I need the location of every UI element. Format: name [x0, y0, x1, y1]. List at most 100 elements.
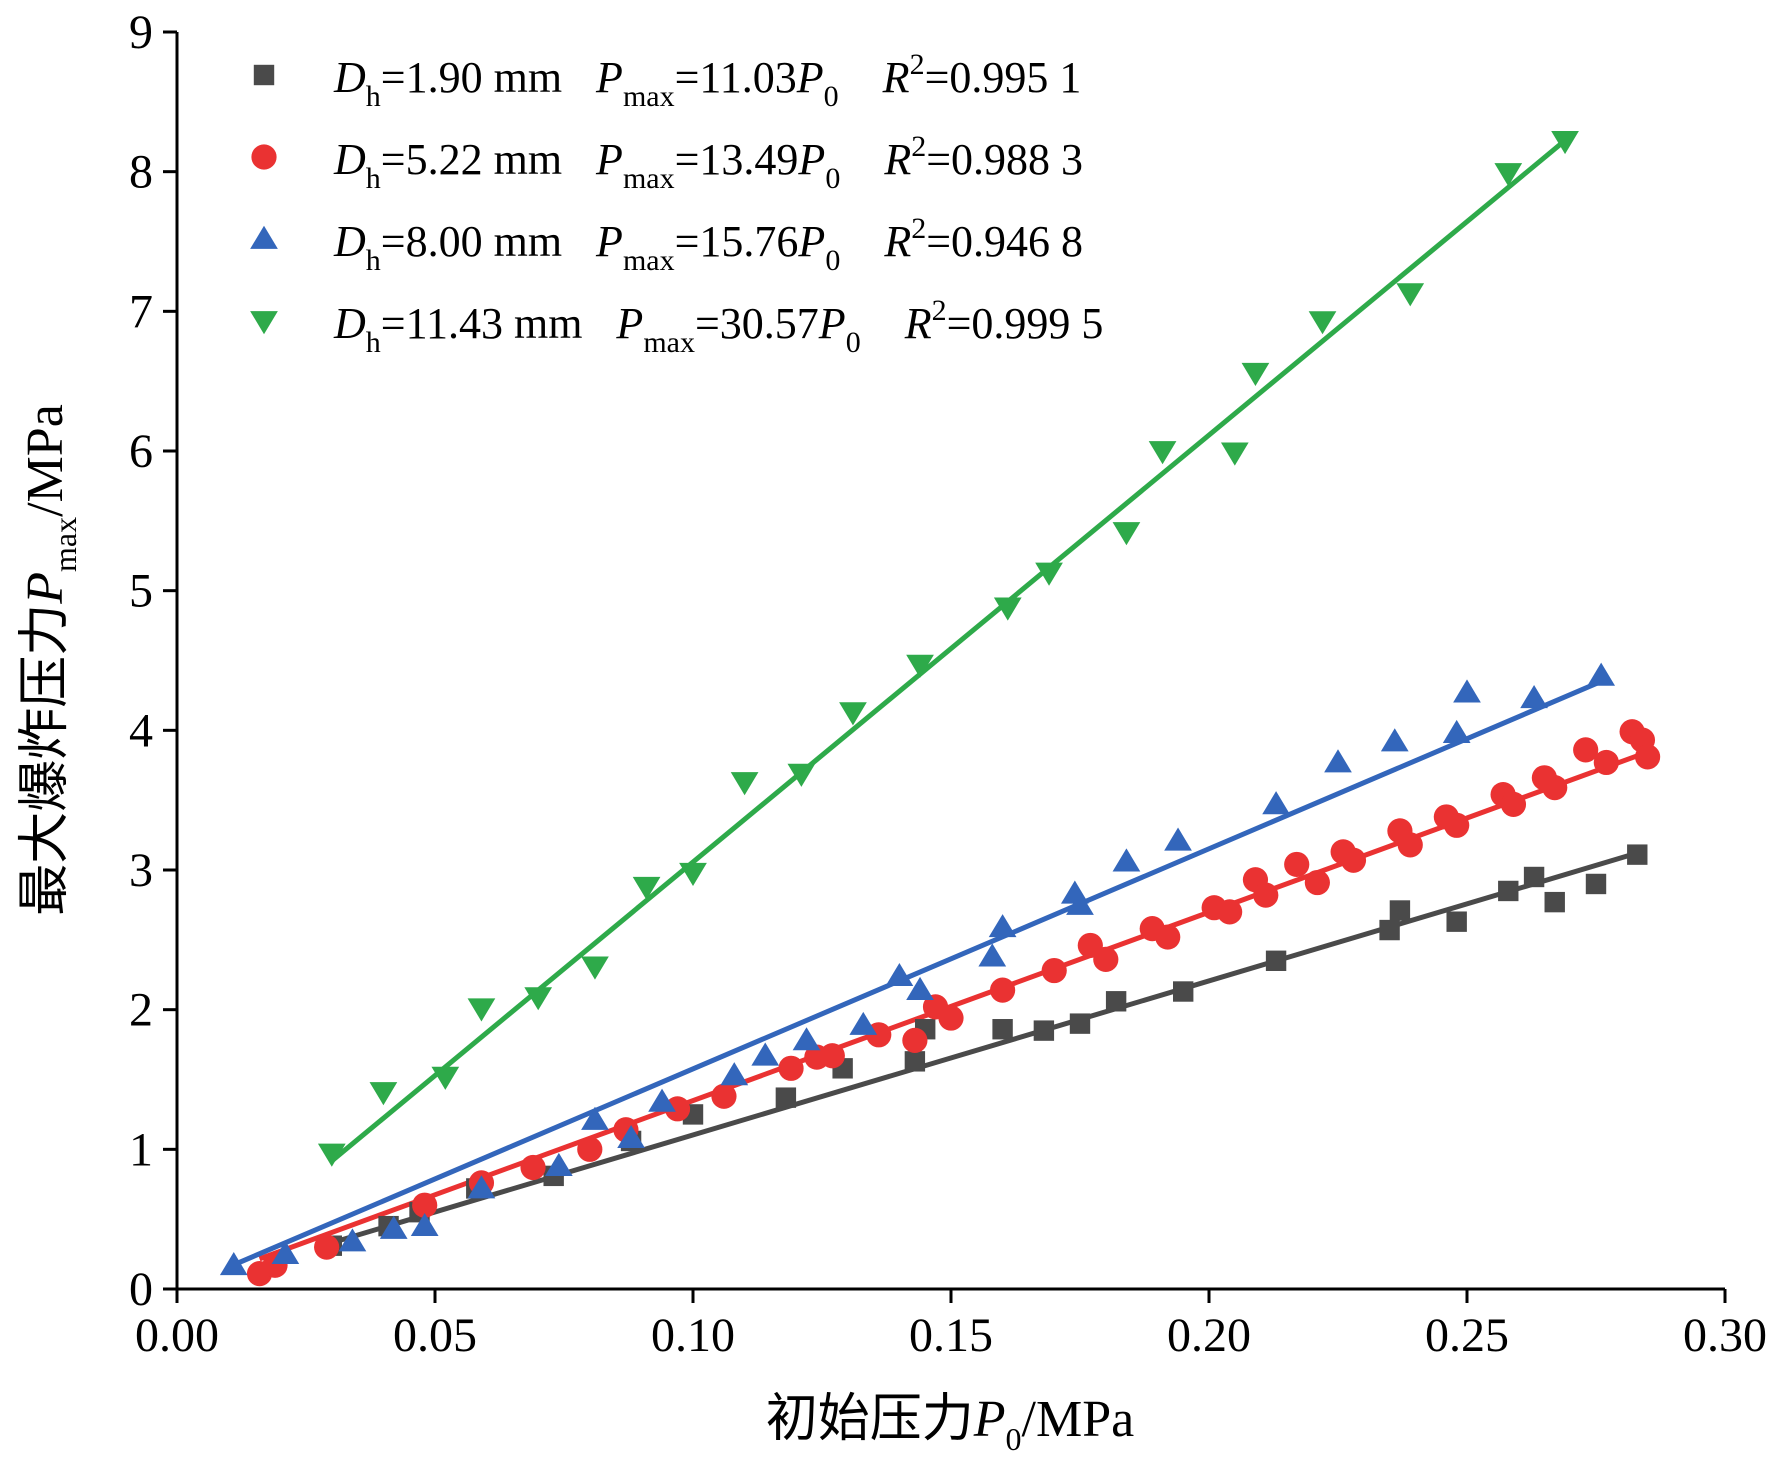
- data-point: [1105, 991, 1127, 1012]
- data-point: [849, 1011, 878, 1035]
- y-axis-title: 最大爆炸压力Pmax/MPa: [17, 404, 83, 916]
- data-point: [1035, 562, 1063, 586]
- data-point: [1593, 749, 1619, 776]
- data-point: [1093, 946, 1119, 972]
- data-point: [1542, 774, 1568, 801]
- y-tick-label: 6: [129, 425, 153, 478]
- data-point: [544, 1152, 573, 1176]
- data-point: [1066, 891, 1094, 915]
- data-point: [993, 597, 1022, 621]
- data-point: [431, 1066, 460, 1090]
- data-point: [906, 976, 934, 1001]
- data-point: [524, 987, 553, 1011]
- legend-marker: [250, 311, 278, 335]
- data-point: [664, 1096, 691, 1122]
- data-point: [1217, 899, 1243, 925]
- data-point: [819, 1043, 845, 1069]
- data-point: [1380, 728, 1409, 752]
- data-point: [990, 977, 1016, 1003]
- data-point: [1340, 847, 1367, 873]
- x-tick-label: 0.00: [135, 1309, 219, 1362]
- data-point: [839, 702, 867, 726]
- fit-line: [232, 679, 1603, 1268]
- data-point: [1520, 685, 1548, 709]
- data-point: [1041, 957, 1067, 984]
- fit-line: [331, 850, 1638, 1246]
- data-point: [1635, 744, 1661, 770]
- legend-marker: [251, 144, 277, 170]
- data-point: [1544, 891, 1565, 913]
- y-tick-label: 4: [129, 704, 153, 757]
- data-point: [314, 1234, 340, 1260]
- data-point: [467, 1175, 496, 1199]
- y-tick-label: 1: [129, 1123, 153, 1176]
- data-point: [1304, 869, 1330, 896]
- data-point: [1396, 283, 1425, 307]
- data-point: [1265, 950, 1287, 971]
- data-point: [1112, 522, 1141, 546]
- y-tick-label: 7: [129, 285, 153, 338]
- x-tick-label: 0.15: [909, 1309, 993, 1362]
- data-point: [792, 1027, 821, 1051]
- legend-entry: Dh=11.43 mm Pmax=30.57P0 R2=0.999 5: [333, 294, 1103, 359]
- data-point: [1397, 832, 1423, 858]
- data-point: [467, 998, 496, 1022]
- data-point: [679, 862, 707, 886]
- x-tick-label: 0.20: [1167, 1309, 1251, 1362]
- data-point: [1494, 163, 1523, 187]
- data-point: [730, 772, 759, 796]
- data-point: [778, 1055, 804, 1081]
- data-point: [1112, 848, 1141, 872]
- data-point: [271, 1240, 300, 1264]
- data-point: [412, 1192, 438, 1218]
- data-point: [938, 1005, 964, 1031]
- data-point: [1173, 981, 1194, 1002]
- data-point: [1262, 791, 1290, 815]
- data-point: [1324, 749, 1352, 773]
- data-point: [720, 1062, 749, 1086]
- data-point: [1155, 924, 1181, 950]
- y-ticks: 0 1 2 3 4 5 6 7 8 9: [129, 6, 177, 1316]
- data-point: [1308, 311, 1337, 335]
- data-point: [1220, 442, 1249, 466]
- data-point: [379, 1215, 408, 1239]
- data-point: [648, 1088, 676, 1112]
- data-point: [751, 1042, 780, 1066]
- y-tick-label: 3: [129, 844, 153, 897]
- data-point: [410, 1212, 439, 1237]
- x-axis-title: 初始压力P0/MPa: [766, 1391, 1134, 1457]
- data-point: [787, 763, 816, 787]
- data-point: [581, 956, 609, 980]
- data-point: [902, 1027, 928, 1053]
- y-tick-label: 5: [129, 565, 153, 618]
- data-point: [1284, 851, 1310, 878]
- data-markers: [219, 131, 1661, 1287]
- data-point: [1523, 866, 1545, 888]
- data-point: [577, 1136, 603, 1162]
- y-tick-label: 8: [129, 146, 153, 199]
- data-point: [617, 1124, 645, 1149]
- data-point: [1446, 911, 1467, 932]
- legend: Dh=1.90 mm Pmax=11.03P0 R2=0.995 1 Dh=5.22 …: [250, 48, 1103, 359]
- y-tick-label: 0: [129, 1263, 153, 1316]
- data-point: [581, 1106, 609, 1130]
- data-point: [317, 1143, 346, 1167]
- data-point: [1442, 719, 1471, 744]
- data-point: [1033, 1020, 1055, 1041]
- legend-entry: Dh=1.90 mm Pmax=11.03P0 R2=0.995 1: [333, 48, 1081, 113]
- legend-entry: Dh=8.00 mm Pmax=15.76P0 R2=0.946 8: [333, 212, 1083, 277]
- data-point: [1587, 662, 1616, 686]
- data-point: [978, 943, 1007, 967]
- x-tick-label: 0.30: [1683, 1309, 1767, 1362]
- data-point: [1164, 827, 1192, 851]
- data-point: [904, 1051, 926, 1072]
- data-point: [1069, 1013, 1091, 1034]
- data-point: [1379, 919, 1400, 941]
- data-point: [906, 654, 934, 678]
- x-tick-label: 0.05: [393, 1309, 477, 1362]
- data-point: [1500, 791, 1527, 817]
- data-point: [1551, 131, 1579, 155]
- legend-entry: Dh=5.22 mm Pmax=13.49P0 R2=0.988 3: [333, 130, 1083, 195]
- data-point: [1444, 812, 1470, 838]
